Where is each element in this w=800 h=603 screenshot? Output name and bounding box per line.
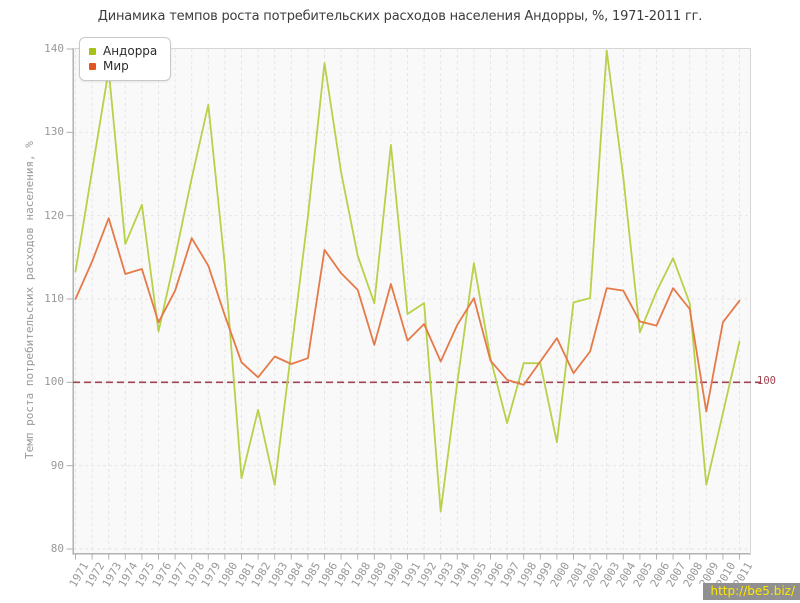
y-tick-label: 90	[50, 458, 64, 472]
legend-swatch	[89, 48, 96, 55]
y-tick-label: 120	[44, 208, 64, 222]
y-tick-label: 110	[44, 292, 64, 305]
legend-item-world: Мир	[89, 59, 157, 74]
legend: Андорра Мир	[79, 37, 172, 81]
legend-label: Андорра	[103, 44, 158, 58]
chart-canvas	[66, 48, 761, 560]
legend-item-andorra: Андорра	[89, 44, 157, 59]
plot-area	[66, 48, 761, 560]
watermark-link[interactable]: http://be5.biz/	[703, 583, 800, 600]
series-line-Мир	[74, 217, 741, 413]
y-tick-label: 140	[44, 42, 64, 55]
legend-label: Мир	[103, 59, 129, 73]
legend-swatch	[89, 63, 96, 70]
y-tick-label: 130	[44, 125, 64, 139]
y-tick-label: 100	[44, 375, 64, 389]
page-title: Динамика темпов роста потребительских ра…	[97, 9, 703, 24]
baseline-label: 100	[757, 375, 776, 388]
series-line-Андорра	[74, 49, 741, 513]
y-tick-label: 80	[50, 542, 64, 555]
